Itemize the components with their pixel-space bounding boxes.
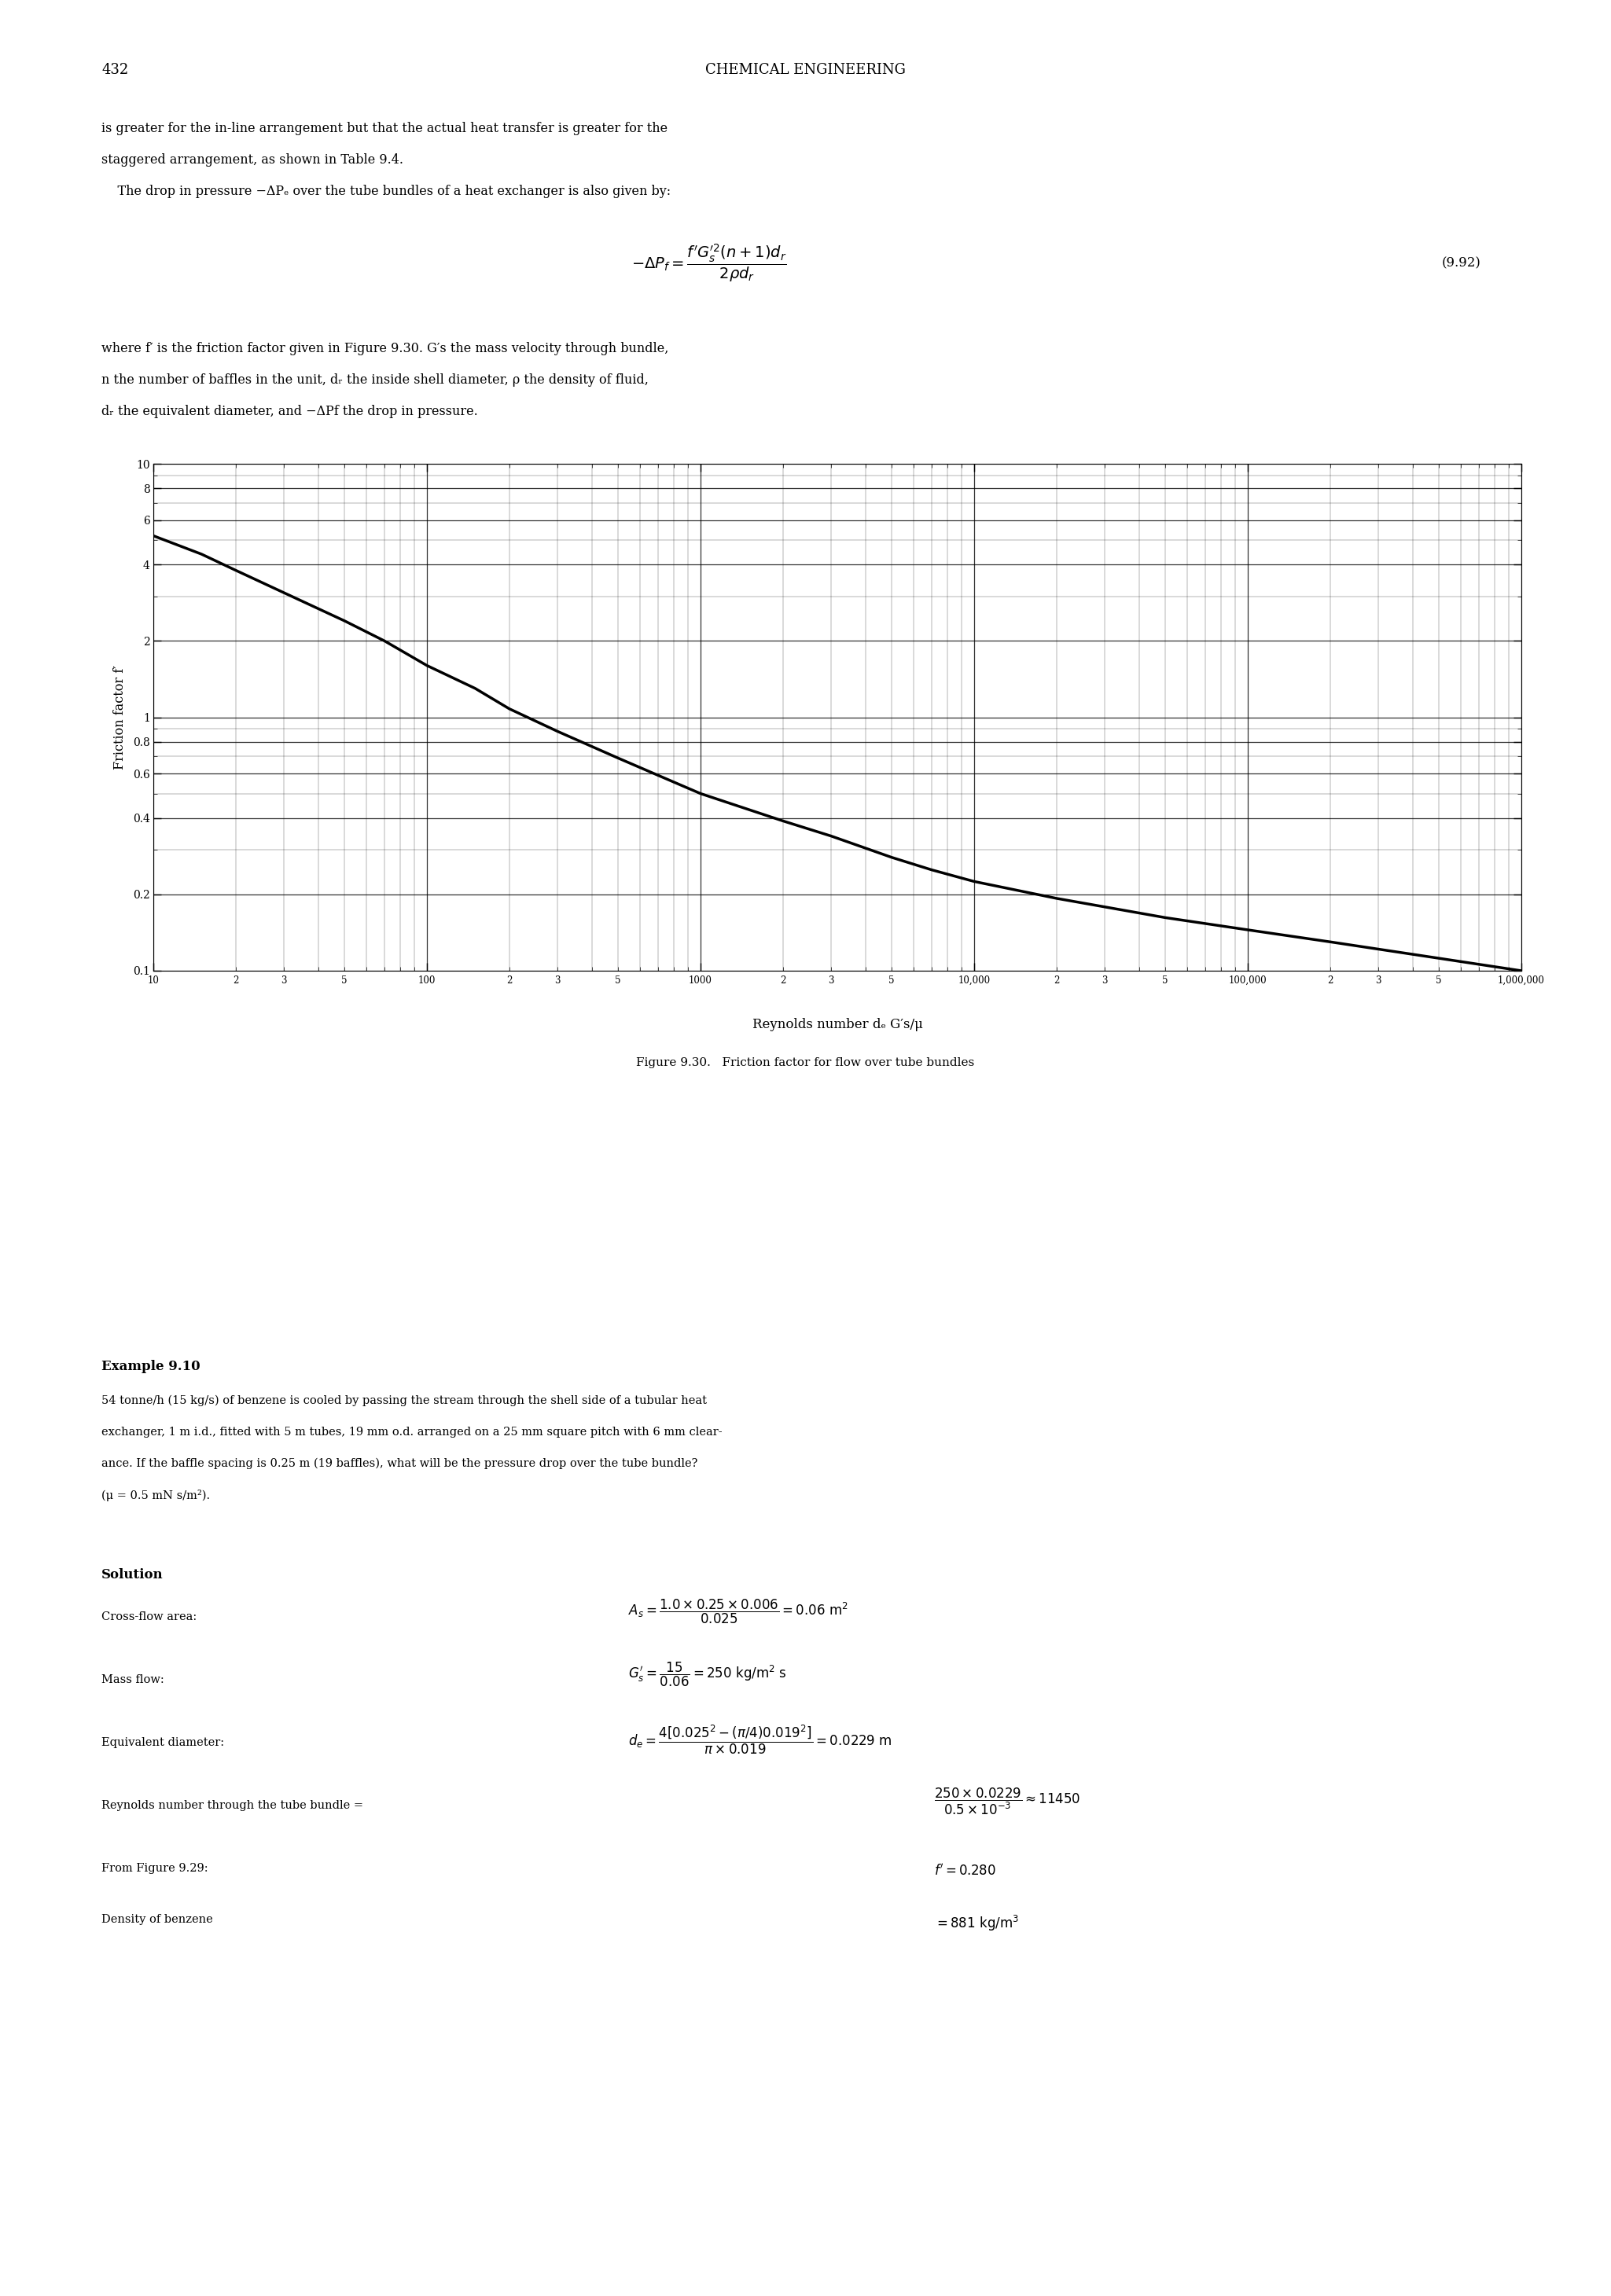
Text: 432: 432 bbox=[101, 62, 129, 78]
Text: exchanger, 1 m i.d., fitted with 5 m tubes, 19 mm o.d. arranged on a 25 mm squar: exchanger, 1 m i.d., fitted with 5 m tub… bbox=[101, 1426, 722, 1437]
Text: 3: 3 bbox=[828, 976, 834, 985]
Text: 100: 100 bbox=[419, 976, 435, 985]
Text: Mass flow:: Mass flow: bbox=[101, 1674, 164, 1685]
Text: where f′ is the friction factor given in Figure 9.30. G′s the mass velocity thro: where f′ is the friction factor given in… bbox=[101, 342, 669, 356]
Text: Density of benzene: Density of benzene bbox=[101, 1915, 213, 1924]
Text: (μ = 0.5 mN s/m²).: (μ = 0.5 mN s/m²). bbox=[101, 1490, 209, 1502]
Text: 54 tonne/h (15 kg/s) of benzene is cooled by passing the stream through the shel: 54 tonne/h (15 kg/s) of benzene is coole… bbox=[101, 1396, 707, 1407]
Text: 2: 2 bbox=[1327, 976, 1332, 985]
Text: From Figure 9.29:: From Figure 9.29: bbox=[101, 1862, 208, 1874]
Text: (9.92): (9.92) bbox=[1442, 257, 1481, 271]
Text: dᵣ the equivalent diameter, and −ΔPf the drop in pressure.: dᵣ the equivalent diameter, and −ΔPf the… bbox=[101, 404, 478, 418]
Text: 5: 5 bbox=[1435, 976, 1442, 985]
Text: 3: 3 bbox=[1376, 976, 1381, 985]
Text: $\dfrac{250 \times 0.0229}{0.5 \times 10^{-3}} \approx 11450$: $\dfrac{250 \times 0.0229}{0.5 \times 10… bbox=[934, 1786, 1081, 1816]
Text: 1000: 1000 bbox=[690, 976, 712, 985]
Text: 5: 5 bbox=[342, 976, 348, 985]
Text: CHEMICAL ENGINEERING: CHEMICAL ENGINEERING bbox=[706, 62, 905, 78]
Text: 10: 10 bbox=[148, 976, 159, 985]
Text: Figure 9.30.   Friction factor for flow over tube bundles: Figure 9.30. Friction factor for flow ov… bbox=[636, 1056, 975, 1068]
Text: 5: 5 bbox=[615, 976, 622, 985]
Text: 3: 3 bbox=[554, 976, 561, 985]
Text: $f^{\prime} = 0.280$: $f^{\prime} = 0.280$ bbox=[934, 1862, 997, 1878]
Text: $= 881\ \mathrm{kg/m}^3$: $= 881\ \mathrm{kg/m}^3$ bbox=[934, 1915, 1020, 1933]
Text: 2: 2 bbox=[1054, 976, 1060, 985]
Text: 5: 5 bbox=[889, 976, 894, 985]
Text: 10,000: 10,000 bbox=[959, 976, 991, 985]
Text: 100,000: 100,000 bbox=[1229, 976, 1266, 985]
Text: 3: 3 bbox=[1102, 976, 1108, 985]
Text: Cross-flow area:: Cross-flow area: bbox=[101, 1612, 197, 1623]
Text: 1,000,000: 1,000,000 bbox=[1498, 976, 1545, 985]
Text: 5: 5 bbox=[1163, 976, 1168, 985]
Text: 2: 2 bbox=[232, 976, 238, 985]
Text: 2: 2 bbox=[780, 976, 786, 985]
Text: $G_s^{\prime} = \dfrac{15}{0.06} = 250\ \mathrm{kg/m}^2\ \mathrm{s}$: $G_s^{\prime} = \dfrac{15}{0.06} = 250\ … bbox=[628, 1660, 786, 1688]
Text: staggered arrangement, as shown in Table 9.4.: staggered arrangement, as shown in Table… bbox=[101, 154, 403, 168]
Text: ance. If the baffle spacing is 0.25 m (19 baffles), what will be the pressure dr: ance. If the baffle spacing is 0.25 m (1… bbox=[101, 1458, 698, 1469]
Text: 3: 3 bbox=[280, 976, 287, 985]
Text: The drop in pressure −ΔPₑ over the tube bundles of a heat exchanger is also give: The drop in pressure −ΔPₑ over the tube … bbox=[101, 184, 670, 197]
Text: Equivalent diameter:: Equivalent diameter: bbox=[101, 1738, 224, 1747]
Y-axis label: Friction factor f′: Friction factor f′ bbox=[113, 666, 126, 769]
Text: Example 9.10: Example 9.10 bbox=[101, 1359, 200, 1373]
Text: Reynolds number through the tube bundle =: Reynolds number through the tube bundle … bbox=[101, 1800, 364, 1812]
Text: n the number of baffles in the unit, dᵣ the inside shell diameter, ρ the density: n the number of baffles in the unit, dᵣ … bbox=[101, 374, 649, 386]
Text: Reynolds number dₑ G′s/μ: Reynolds number dₑ G′s/μ bbox=[752, 1017, 923, 1031]
Text: is greater for the in-line arrangement but that the actual heat transfer is grea: is greater for the in-line arrangement b… bbox=[101, 122, 667, 135]
Text: $-\Delta P_f = \dfrac{f^{\prime}G_s^{\prime 2}(n+1)d_r}{2\rho d_r}$: $-\Delta P_f = \dfrac{f^{\prime}G_s^{\pr… bbox=[632, 243, 786, 285]
Text: $d_e = \dfrac{4[0.025^2 - (\pi/4)0.019^2]}{\pi \times 0.019} = 0.0229\ \mathrm{m: $d_e = \dfrac{4[0.025^2 - (\pi/4)0.019^2… bbox=[628, 1724, 892, 1756]
Text: $A_s = \dfrac{1.0 \times 0.25 \times 0.006}{0.025} = 0.06\ \mathrm{m}^2$: $A_s = \dfrac{1.0 \times 0.25 \times 0.0… bbox=[628, 1598, 849, 1626]
Text: 2: 2 bbox=[506, 976, 512, 985]
Text: Solution: Solution bbox=[101, 1568, 163, 1582]
